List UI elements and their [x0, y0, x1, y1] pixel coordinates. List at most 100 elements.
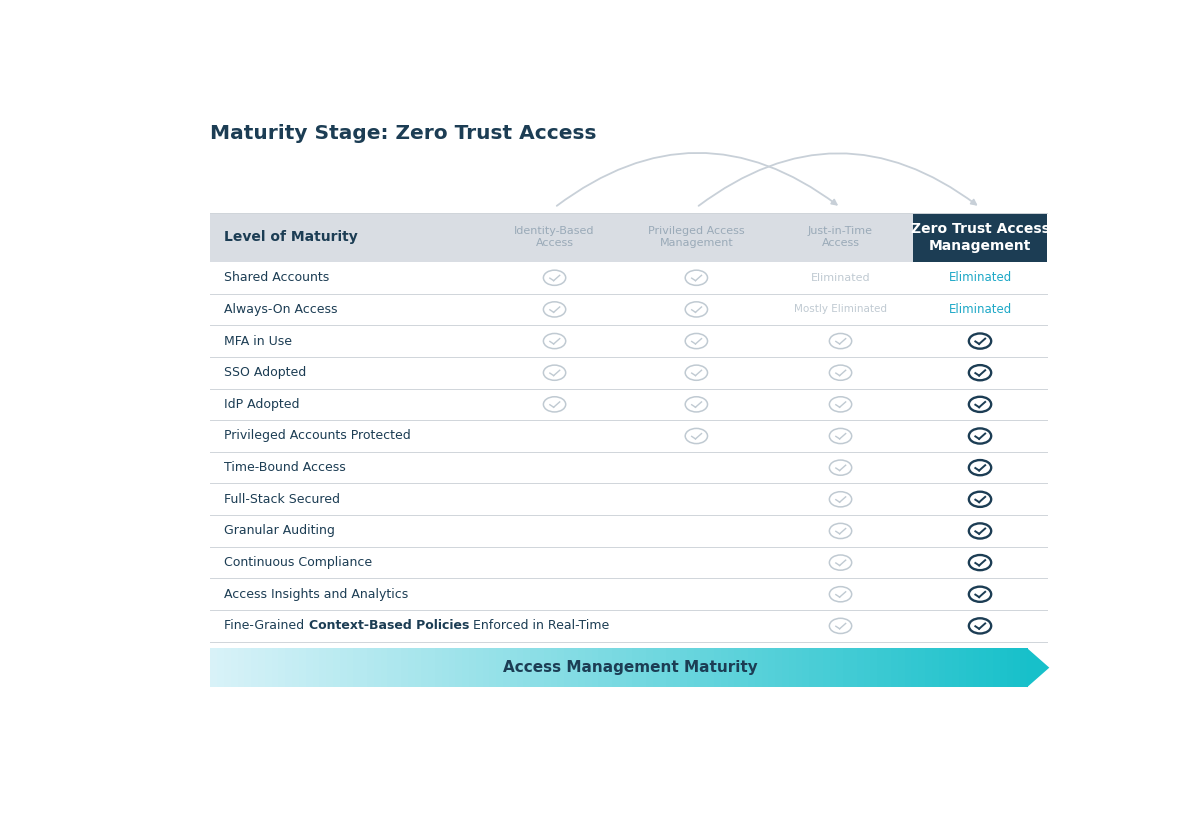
- Text: Full-Stack Secured: Full-Stack Secured: [224, 493, 341, 506]
- FancyBboxPatch shape: [523, 648, 532, 687]
- FancyBboxPatch shape: [912, 213, 1048, 262]
- FancyBboxPatch shape: [584, 648, 593, 687]
- Text: Time-Bound Access: Time-Bound Access: [224, 461, 346, 474]
- FancyBboxPatch shape: [210, 648, 218, 687]
- FancyBboxPatch shape: [640, 648, 647, 687]
- FancyBboxPatch shape: [210, 610, 1048, 642]
- FancyBboxPatch shape: [632, 648, 640, 687]
- FancyBboxPatch shape: [210, 357, 1048, 389]
- FancyBboxPatch shape: [292, 648, 300, 687]
- FancyBboxPatch shape: [347, 648, 354, 687]
- FancyBboxPatch shape: [796, 648, 803, 687]
- FancyBboxPatch shape: [605, 648, 613, 687]
- FancyBboxPatch shape: [701, 648, 708, 687]
- FancyBboxPatch shape: [564, 648, 572, 687]
- FancyBboxPatch shape: [482, 648, 491, 687]
- FancyBboxPatch shape: [992, 648, 1001, 687]
- Text: Identity-Based
Access: Identity-Based Access: [515, 226, 595, 248]
- Text: Zero Trust Access
Management: Zero Trust Access Management: [911, 222, 1050, 253]
- FancyBboxPatch shape: [258, 648, 266, 687]
- FancyBboxPatch shape: [401, 648, 409, 687]
- FancyBboxPatch shape: [517, 648, 524, 687]
- FancyBboxPatch shape: [245, 648, 252, 687]
- FancyBboxPatch shape: [230, 648, 239, 687]
- FancyBboxPatch shape: [571, 648, 578, 687]
- FancyBboxPatch shape: [1000, 648, 1008, 687]
- FancyBboxPatch shape: [434, 648, 443, 687]
- FancyBboxPatch shape: [694, 648, 701, 687]
- FancyBboxPatch shape: [271, 648, 280, 687]
- FancyBboxPatch shape: [1013, 648, 1021, 687]
- FancyBboxPatch shape: [673, 648, 680, 687]
- FancyBboxPatch shape: [388, 648, 395, 687]
- FancyBboxPatch shape: [408, 648, 415, 687]
- FancyBboxPatch shape: [210, 293, 1048, 326]
- Polygon shape: [1027, 648, 1049, 687]
- FancyBboxPatch shape: [890, 648, 899, 687]
- Text: Eliminated: Eliminated: [948, 271, 1012, 284]
- Text: Enforced in Real-Time: Enforced in Real-Time: [469, 620, 610, 632]
- FancyBboxPatch shape: [476, 648, 484, 687]
- FancyBboxPatch shape: [469, 648, 476, 687]
- FancyBboxPatch shape: [666, 648, 674, 687]
- Text: Fine-Grained: Fine-Grained: [224, 620, 308, 632]
- FancyBboxPatch shape: [714, 648, 721, 687]
- FancyBboxPatch shape: [544, 648, 552, 687]
- Text: Eliminated: Eliminated: [948, 303, 1012, 316]
- FancyBboxPatch shape: [326, 648, 334, 687]
- FancyBboxPatch shape: [210, 452, 1048, 483]
- FancyBboxPatch shape: [210, 213, 912, 262]
- FancyBboxPatch shape: [353, 648, 361, 687]
- FancyBboxPatch shape: [530, 648, 538, 687]
- FancyBboxPatch shape: [538, 648, 545, 687]
- FancyBboxPatch shape: [864, 648, 871, 687]
- FancyBboxPatch shape: [925, 648, 932, 687]
- FancyBboxPatch shape: [836, 648, 844, 687]
- FancyBboxPatch shape: [1007, 648, 1014, 687]
- FancyBboxPatch shape: [755, 648, 762, 687]
- FancyBboxPatch shape: [653, 648, 660, 687]
- FancyBboxPatch shape: [210, 326, 1048, 357]
- FancyBboxPatch shape: [952, 648, 960, 687]
- FancyBboxPatch shape: [979, 648, 988, 687]
- FancyBboxPatch shape: [224, 648, 232, 687]
- FancyBboxPatch shape: [918, 648, 926, 687]
- FancyBboxPatch shape: [742, 648, 749, 687]
- FancyBboxPatch shape: [680, 648, 688, 687]
- FancyBboxPatch shape: [265, 648, 272, 687]
- FancyBboxPatch shape: [312, 648, 320, 687]
- FancyBboxPatch shape: [210, 483, 1048, 515]
- FancyBboxPatch shape: [660, 648, 667, 687]
- FancyBboxPatch shape: [938, 648, 947, 687]
- Text: Privileged Access
Management: Privileged Access Management: [648, 226, 745, 248]
- FancyBboxPatch shape: [972, 648, 980, 687]
- FancyBboxPatch shape: [775, 648, 782, 687]
- FancyBboxPatch shape: [373, 648, 382, 687]
- FancyBboxPatch shape: [986, 648, 994, 687]
- FancyBboxPatch shape: [210, 579, 1048, 610]
- FancyBboxPatch shape: [625, 648, 634, 687]
- FancyBboxPatch shape: [332, 648, 341, 687]
- Text: Maturity Stage: Zero Trust Access: Maturity Stage: Zero Trust Access: [210, 124, 596, 143]
- FancyBboxPatch shape: [217, 648, 224, 687]
- Text: MFA in Use: MFA in Use: [224, 335, 293, 348]
- FancyBboxPatch shape: [870, 648, 878, 687]
- FancyBboxPatch shape: [380, 648, 389, 687]
- FancyBboxPatch shape: [748, 648, 756, 687]
- FancyBboxPatch shape: [721, 648, 728, 687]
- FancyBboxPatch shape: [592, 648, 599, 687]
- FancyBboxPatch shape: [551, 648, 558, 687]
- FancyBboxPatch shape: [210, 262, 1048, 293]
- FancyBboxPatch shape: [340, 648, 348, 687]
- FancyBboxPatch shape: [497, 648, 504, 687]
- FancyBboxPatch shape: [931, 648, 940, 687]
- FancyBboxPatch shape: [510, 648, 517, 687]
- FancyBboxPatch shape: [844, 648, 851, 687]
- FancyBboxPatch shape: [686, 648, 695, 687]
- FancyBboxPatch shape: [442, 648, 450, 687]
- FancyBboxPatch shape: [299, 648, 307, 687]
- FancyBboxPatch shape: [449, 648, 456, 687]
- FancyBboxPatch shape: [503, 648, 511, 687]
- FancyBboxPatch shape: [734, 648, 742, 687]
- FancyBboxPatch shape: [762, 648, 769, 687]
